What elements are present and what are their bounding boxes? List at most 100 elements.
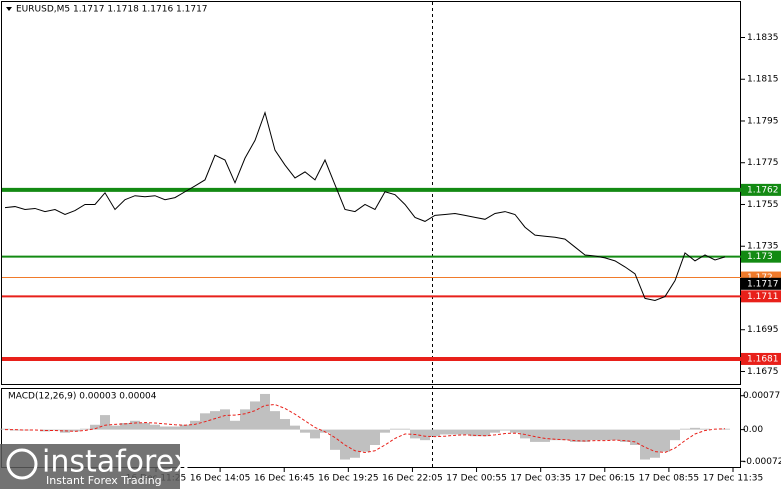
macd-bar [460,429,470,435]
macd-bar [230,420,240,430]
y-tick-label: 1.1735 [747,242,779,252]
macd-bar [390,428,400,430]
macd-bar [360,429,370,452]
main-pane [1,1,741,385]
macd-bar [240,409,250,430]
macd-bar [650,429,660,458]
x-tick-label: 16 Dec 19:25 [318,474,379,484]
x-tick-label: 17 Dec 03:35 [510,474,571,484]
macd-bar [100,415,110,430]
macd-bar [680,428,690,430]
y-tick-label: 1.1695 [747,325,779,335]
macd-bar [500,429,510,431]
macd-bar [260,393,270,430]
dropdown-icon [6,7,12,11]
macd-bar [400,428,410,430]
macd-bar [160,426,170,430]
level-label-bg [741,183,781,196]
y-tick-label: 1.1675 [747,367,779,377]
macd-bar [310,429,320,439]
macd-bar [250,401,260,430]
macd-bar [170,426,180,430]
level-label: 1.1762 [747,185,779,195]
macd-bar [530,429,540,442]
macd-bar [580,429,590,442]
macd-bar [600,429,610,441]
x-tick-label: 16 Dec 14:05 [190,474,251,484]
macd-bar [280,419,290,430]
y-tick-label: 1.1835 [747,33,779,43]
macd-bar [70,429,80,432]
macd-bar [470,429,480,437]
macd-bar [190,420,200,430]
x-tick-label: 17 Dec 00:55 [446,474,507,484]
macd-bar [510,429,520,433]
watermark-brand: instaforex [42,445,191,480]
level-label: 1.1711 [747,292,779,302]
macd-bar [300,429,310,433]
macd-bar [480,429,490,437]
macd-bar [640,429,650,460]
macd-bar [270,411,280,430]
y-tick-label: 1.1775 [747,158,779,168]
macd-bar [180,424,190,430]
watermark-tagline: Instant Forex Trading [46,474,162,487]
y-tick-label: 0.00 [743,425,763,435]
y-tick-label: 1.1755 [747,200,779,210]
signal-line [5,404,726,453]
macd-title: MACD(12,26,9) 0.00003 0.00004 [8,392,157,402]
macd-bar [370,429,380,445]
x-tick-label: 16 Dec 22:05 [382,474,443,484]
level-label-bg [741,352,781,365]
y-tick-label: 1.1795 [747,116,779,126]
macd-bar [140,423,150,430]
macd-bar [150,424,160,430]
macd-bar [450,429,460,435]
watermark-logo [6,448,38,480]
macd-bar [700,428,710,430]
macd-bar [570,429,580,442]
macd-bar [290,425,300,430]
macd-bar [380,429,390,433]
y-tick-label: -0.00072 [743,457,781,467]
macd-pane [1,388,741,468]
macd-bar [540,429,550,442]
x-tick-label: 17 Dec 08:55 [639,474,700,484]
x-tick-label: 16 Dec 16:45 [254,474,315,484]
macd-bar [430,429,440,437]
macd-bar [670,429,680,441]
macd-bar [660,429,670,452]
y-tick-label: 1.1815 [747,75,779,85]
level-label: 1.173 [747,252,773,262]
macd-bar [320,429,330,433]
macd-bar [350,429,360,458]
macd-bar [220,409,230,430]
macd-bar [120,423,130,430]
macd-bar [210,411,220,430]
macd-bar [440,429,450,435]
macd-bar [330,429,340,450]
macd-bar [630,429,640,445]
macd-bar [90,424,100,430]
macd-bar [130,420,140,430]
last-price-bg [741,277,781,290]
macd-bar [690,427,700,430]
macd-bar [420,429,430,441]
level-label: 1.1681 [747,354,779,364]
level-label-bg [741,250,781,263]
x-tick-label: 17 Dec 06:15 [575,474,636,484]
macd-bar [110,425,120,430]
macd-bar [620,429,630,442]
macd-bar [490,429,500,433]
price-line [4,110,726,302]
macd-bar [550,429,560,441]
y-tick-label: 0.00077 [743,391,780,401]
chart-title: EURUSD,M5 1.1717 1.1718 1.1716 1.1717 [16,5,208,15]
last-price-label: 1.1717 [747,279,779,289]
macd-bar [590,429,600,441]
macd-bar [80,428,90,430]
x-tick-label: 17 Dec 11:35 [703,474,764,484]
macd-bar [610,429,620,441]
